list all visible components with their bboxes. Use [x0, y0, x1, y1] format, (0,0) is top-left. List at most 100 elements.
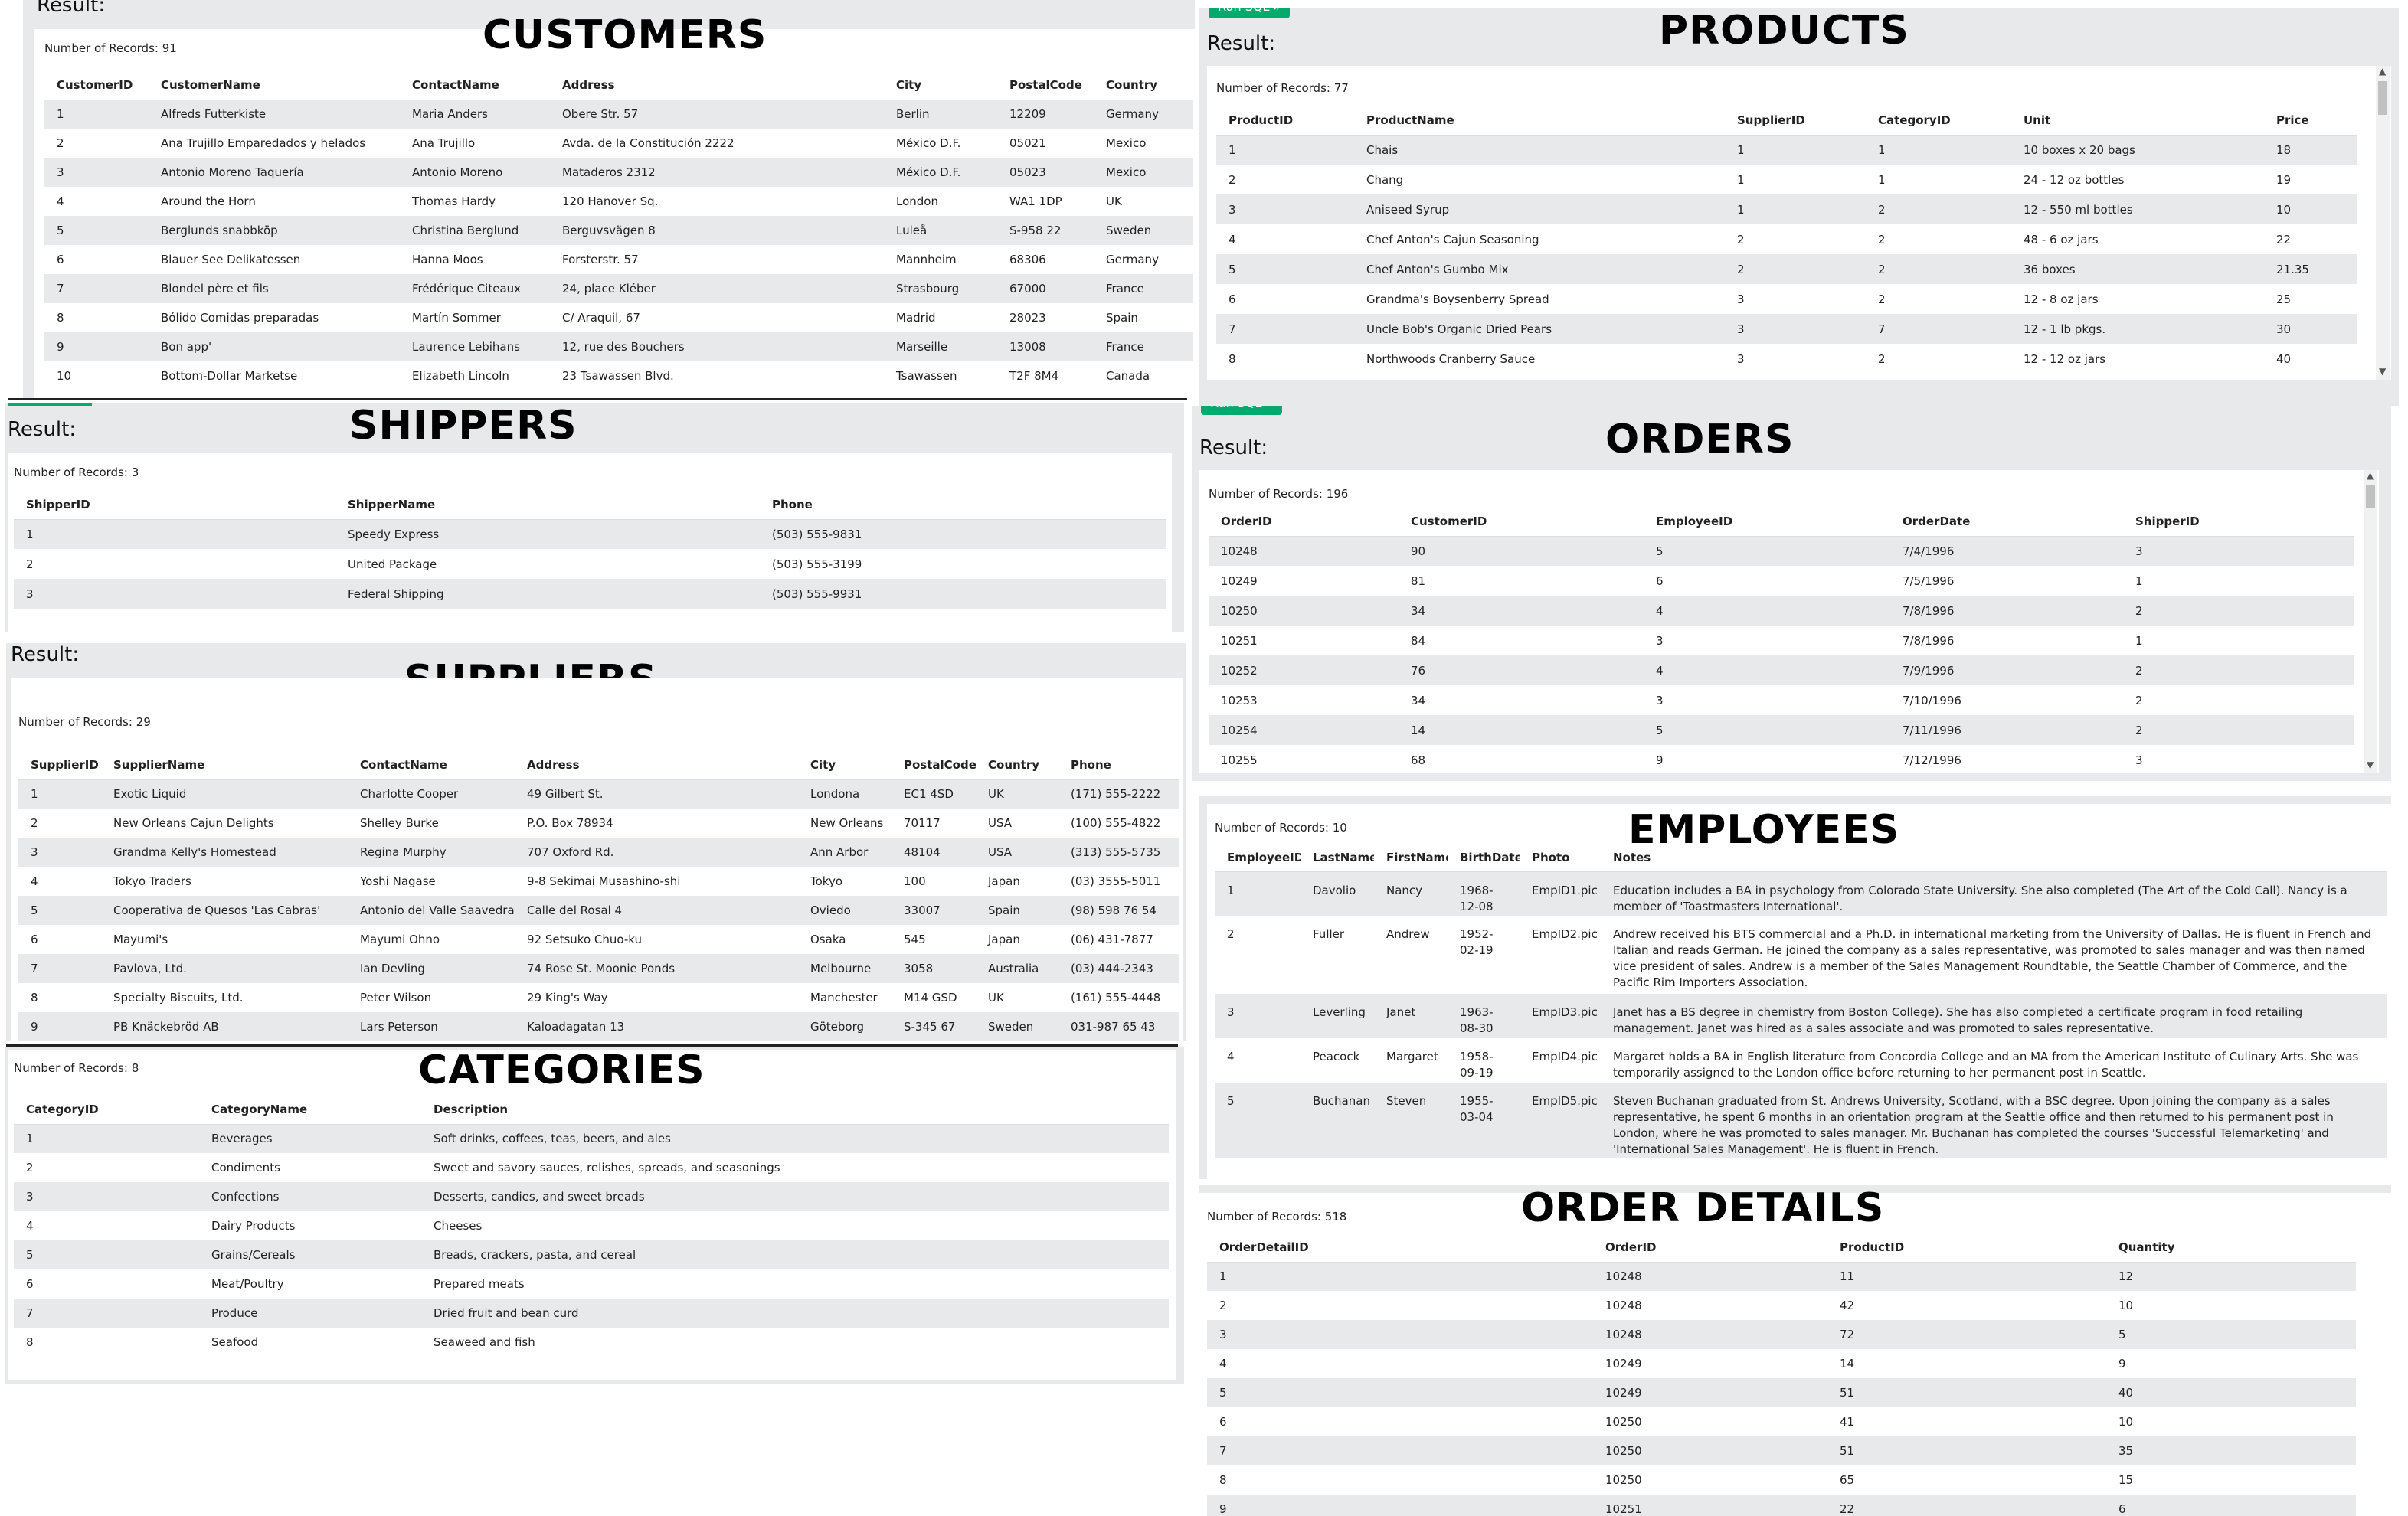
- table-cell: EmpID4.pic: [1520, 1038, 1601, 1083]
- table-cell: EmpID1.pic: [1520, 871, 1601, 916]
- table-row: 3 Leverling Janet 1963-08-30 EmpID3.pic Janet…: [1215, 994, 2387, 1038]
- table-cell: 3: [18, 838, 101, 867]
- table-cell: 100: [892, 867, 976, 896]
- table-cell: Janet has a BS degree in chemistry from …: [1601, 994, 2387, 1038]
- suppliers-table: SupplierID SupplierName ContactName Address…: [18, 750, 1179, 1041]
- table-cell: New Orleans: [798, 809, 892, 838]
- order-details-record-count: Number of Records: 518: [1207, 1210, 1347, 1224]
- table-cell: Education includes a BA in psychology fr…: [1601, 871, 2387, 916]
- orders-scrollbar[interactable]: ▲ ▼: [2364, 470, 2377, 773]
- column-header: ProductID: [1827, 1233, 2106, 1263]
- table-row: 6 Grandma's Boysenberry Spread 3 2 12 - 8 oz…: [1216, 284, 2357, 314]
- table-cell: 25: [2264, 284, 2357, 314]
- table-row: 4 Peacock Margaret 1958-09-19 EmpID4.pic Marg…: [1215, 1038, 2387, 1083]
- table-row: 5 Chef Anton's Gumbo Mix 2 2 36 boxes 21.35: [1216, 254, 2357, 284]
- column-header: SupplierID: [18, 750, 101, 780]
- table-cell: 5: [18, 896, 101, 925]
- column-header: CategoryName: [199, 1095, 421, 1125]
- table-cell: 3: [1215, 994, 1301, 1038]
- scroll-thumb[interactable]: [2366, 485, 2375, 508]
- table-cell: 29 King's Way: [515, 983, 798, 1012]
- table-cell: 2: [1725, 254, 1866, 284]
- table-cell: Janet: [1374, 994, 1448, 1038]
- table-cell: Marseille: [884, 332, 997, 361]
- table-row: 4 Chef Anton's Cajun Seasoning 2 2 48 - 6 oz…: [1216, 224, 2357, 254]
- table-cell: Davolio: [1301, 871, 1374, 916]
- column-header: SupplierName: [101, 750, 348, 780]
- table-cell: 22: [1827, 1495, 2106, 1516]
- table-row: 3 10248 72 5: [1207, 1320, 2356, 1349]
- scroll-down-arrow[interactable]: ▼: [2367, 760, 2374, 770]
- table-cell: 34: [1399, 596, 1644, 626]
- table-cell: 10: [44, 361, 149, 390]
- table-cell: London: [884, 187, 997, 216]
- table-cell: Fuller: [1301, 916, 1374, 994]
- table-cell: 6: [14, 1269, 199, 1299]
- table-cell: Manchester: [798, 983, 892, 1012]
- table-cell: 1: [1216, 135, 1354, 165]
- table-row: 1 Beverages Soft drinks, coffees, teas, be…: [14, 1124, 1169, 1153]
- table-row: 1 Speedy Express (503) 555-9831: [14, 519, 1166, 549]
- table-row: 5 Buchanan Steven 1955-03-04 EmpID5.pic Steve…: [1215, 1083, 2387, 1158]
- orders-panel: Run SQL » Result: ORDERS Number of Recor…: [1192, 406, 2391, 781]
- table-cell: Breads, crackers, pasta, and cereal: [421, 1240, 1169, 1269]
- table-cell: 70117: [892, 809, 976, 838]
- products-scrollbar[interactable]: ▲ ▼: [2376, 66, 2390, 380]
- table-row: 7 Pavlova, Ltd. Ian Devling 74 Rose St. Moo…: [18, 954, 1179, 983]
- table-cell: Mexico: [1094, 158, 1193, 187]
- scroll-up-arrow[interactable]: ▲: [2379, 66, 2387, 77]
- table-cell: 2: [1207, 1291, 1593, 1320]
- table-cell: (503) 555-3199: [760, 549, 1166, 579]
- column-header: City: [884, 70, 997, 100]
- table-row: 4 Around the Horn Thomas Hardy 120 Hanover …: [44, 187, 1193, 216]
- table-cell: 7: [44, 274, 149, 303]
- table-cell: 707 Oxford Rd.: [515, 838, 798, 867]
- column-header: Quantity: [2106, 1233, 2356, 1263]
- table-cell: Yoshi Nagase: [348, 867, 515, 896]
- separator-line: [6, 1044, 1178, 1047]
- column-header: ShipperID: [14, 490, 335, 520]
- table-cell: 7/5/1996: [1890, 566, 2123, 596]
- table-cell: 10249: [1593, 1378, 1827, 1407]
- shippers-table: ShipperID ShipperName Phone 1 Speedy Express…: [14, 490, 1166, 609]
- table-row: 2 10248 42 10: [1207, 1291, 2356, 1320]
- table-cell: 10254: [1209, 715, 1399, 745]
- table-cell: Alfreds Futterkiste: [149, 100, 400, 129]
- table-row: 2 New Orleans Cajun Delights Shelley Burke…: [18, 809, 1179, 838]
- table-cell: Laurence Lebihans: [400, 332, 550, 361]
- table-cell: 7/9/1996: [1890, 655, 2123, 685]
- table-cell: 84: [1399, 626, 1644, 655]
- orders-record-count: Number of Records: 196: [1209, 487, 1349, 501]
- run-sql-button[interactable]: Run SQL »: [1201, 406, 1283, 415]
- table-cell: 2: [1215, 916, 1301, 994]
- scroll-thumb[interactable]: [2378, 81, 2387, 115]
- table-cell: USA: [976, 838, 1058, 867]
- table-cell: 10: [2264, 194, 2357, 224]
- table-cell: Germany: [1094, 100, 1193, 129]
- categories-result-box: Number of Records: 8 CategoryID CategoryN…: [8, 1050, 1176, 1380]
- table-cell: Göteborg: [798, 1012, 892, 1041]
- table-cell: Nancy: [1374, 871, 1448, 916]
- table-cell: (171) 555-2222: [1058, 779, 1179, 809]
- column-header: Address: [550, 70, 884, 100]
- table-cell: 10: [2106, 1407, 2356, 1436]
- run-sql-button[interactable]: Run SQL »: [1209, 8, 1291, 18]
- table-cell: Blauer See Delikatessen: [149, 245, 400, 274]
- column-header: CustomerID: [1399, 507, 1644, 537]
- table-cell: Mexico: [1094, 129, 1193, 158]
- table-cell: 5: [1207, 1378, 1593, 1407]
- table-cell: 7: [18, 954, 101, 983]
- order-details-panel: Number of Records: 518 OrderDetailID Orde…: [1199, 1185, 2391, 1516]
- table-cell: 5: [1216, 254, 1354, 284]
- column-header: ShipperName: [335, 490, 760, 520]
- table-cell: 3: [1725, 314, 1866, 344]
- table-cell: 2: [18, 809, 101, 838]
- table-cell: 120 Hanover Sq.: [550, 187, 884, 216]
- table-cell: Peacock: [1301, 1038, 1374, 1083]
- table-row: 8 Northwoods Cranberry Sauce 3 2 12 - 12 oz …: [1216, 344, 2357, 374]
- scroll-down-arrow[interactable]: ▼: [2379, 366, 2387, 377]
- table-row: 5 Berglunds snabbköp Christina Berglund Ber…: [44, 216, 1193, 245]
- table-cell: 05023: [997, 158, 1094, 187]
- table-cell: 8: [14, 1328, 199, 1357]
- scroll-up-arrow[interactable]: ▲: [2367, 470, 2374, 481]
